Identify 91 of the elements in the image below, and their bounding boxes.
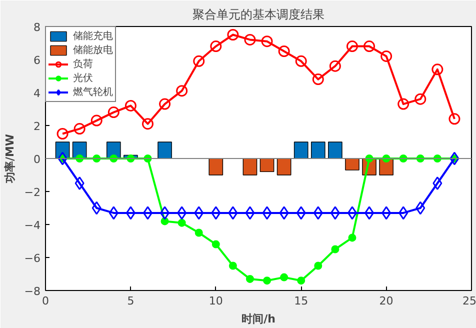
point (160, 206, 170, 220)
y-axis-title: 功率/MW (3, 134, 16, 184)
point (193, 55, 205, 67)
legend-label: 负荷 (73, 58, 93, 71)
y-tick-label: 6 (34, 54, 40, 67)
point (262, 206, 272, 220)
y-tick-label: −2 (24, 186, 41, 199)
point (296, 206, 306, 220)
point (58, 152, 68, 166)
point (176, 85, 188, 97)
y-tick-label: 2 (34, 120, 40, 133)
point (194, 228, 203, 237)
point (177, 206, 187, 220)
point (108, 106, 120, 118)
x-tick-label: 20 (379, 294, 394, 308)
point (280, 273, 288, 282)
x-tick-label: 5 (127, 294, 134, 308)
bar (260, 158, 274, 172)
legend-label: 储能放电 (73, 44, 113, 57)
point (297, 276, 306, 285)
point (210, 40, 222, 52)
point (212, 240, 220, 248)
point (227, 29, 239, 40)
x-axis-title: 时间/h (242, 312, 276, 326)
legend-label: 光伏 (73, 72, 93, 85)
point (142, 118, 154, 130)
point (331, 245, 340, 254)
point (92, 201, 102, 215)
point (382, 206, 392, 220)
point (159, 98, 171, 110)
point (398, 206, 408, 220)
x-tick-label: 0 (42, 294, 49, 308)
point (314, 262, 322, 270)
point (295, 55, 307, 67)
point (178, 218, 186, 227)
x-tick-label: 25 (462, 294, 476, 308)
y-tick-label: 0 (34, 153, 40, 166)
point (380, 50, 392, 62)
point (329, 60, 341, 72)
point (56, 128, 68, 140)
bar (276, 158, 292, 176)
legend-label: 储能充电 (73, 30, 113, 43)
point (142, 206, 152, 220)
legend-label: 燃气轮机 (73, 86, 113, 99)
point (246, 274, 254, 283)
y-tick-label: −4 (24, 219, 41, 232)
point (414, 93, 426, 105)
point (432, 176, 442, 190)
y-tick-label: −6 (24, 252, 41, 265)
point (194, 206, 204, 220)
chart-title: 聚合单元的基本调度结果 (192, 8, 324, 22)
point (263, 276, 272, 285)
point (330, 206, 340, 220)
point (228, 206, 238, 220)
y-tick-label: 8 (34, 21, 40, 34)
point (364, 206, 374, 220)
point (398, 98, 410, 110)
y-tick-label: 4 (34, 87, 40, 100)
point (450, 152, 460, 166)
bar (345, 158, 360, 170)
point (261, 36, 273, 48)
bar (328, 142, 342, 159)
point (347, 206, 357, 220)
point (90, 114, 102, 126)
bar (310, 142, 326, 159)
point (313, 206, 323, 220)
point (346, 40, 358, 52)
point (448, 113, 460, 125)
point (211, 206, 221, 220)
y-tick-label: −8 (24, 285, 41, 298)
point (245, 206, 255, 220)
bar (294, 142, 308, 159)
point (124, 100, 136, 112)
point (278, 46, 290, 57)
point (74, 123, 86, 135)
point (228, 262, 237, 270)
point (416, 201, 426, 215)
point (108, 206, 118, 220)
point (348, 234, 356, 242)
bar (208, 158, 224, 176)
point (312, 74, 324, 86)
point (74, 176, 84, 190)
bar (158, 142, 172, 159)
point (364, 40, 376, 52)
x-tick-label: 10 (208, 294, 223, 308)
bar (242, 158, 258, 176)
point (432, 64, 444, 76)
point (279, 206, 289, 220)
x-tick-label: 15 (294, 294, 308, 308)
point (244, 34, 256, 46)
point (126, 206, 136, 220)
